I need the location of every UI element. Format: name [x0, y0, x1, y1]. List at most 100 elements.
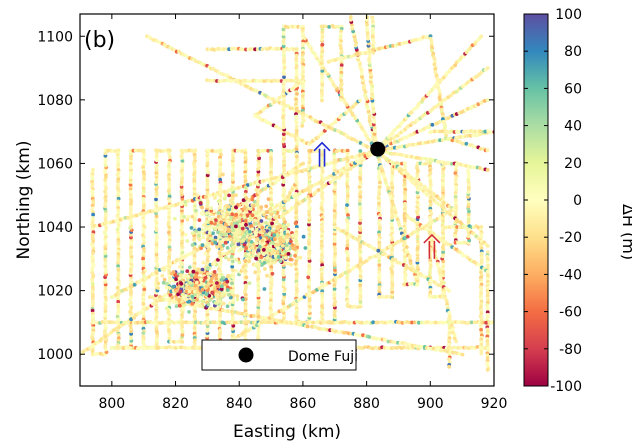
- data-point: [231, 271, 235, 275]
- data-point: [301, 85, 305, 89]
- data-point: [371, 51, 375, 55]
- data-point: [104, 324, 108, 328]
- data-point: [486, 270, 490, 274]
- data-point: [96, 352, 100, 356]
- data-point: [420, 345, 424, 349]
- data-point: [256, 335, 260, 339]
- data-point: [476, 345, 480, 349]
- data-point: [358, 202, 362, 206]
- data-point: [301, 53, 305, 57]
- data-point: [486, 66, 490, 70]
- data-point: [300, 124, 304, 128]
- data-point: [184, 233, 188, 237]
- data-point: [391, 264, 395, 268]
- data-point: [104, 221, 108, 225]
- data-point: [345, 295, 349, 299]
- data-point: [168, 276, 172, 280]
- data-point: [457, 130, 461, 134]
- data-point: [461, 353, 465, 357]
- data-point: [307, 309, 311, 313]
- data-point: [391, 321, 395, 325]
- data-point: [486, 244, 490, 248]
- data-point: [231, 260, 235, 264]
- data-point: [321, 43, 325, 47]
- data-point: [473, 321, 477, 325]
- data-point: [180, 340, 184, 344]
- data-point: [206, 161, 210, 165]
- data-point: [295, 54, 299, 58]
- data-point: [301, 94, 305, 98]
- data-point: [192, 238, 196, 242]
- data-point: [320, 277, 324, 281]
- data-point: [333, 202, 337, 206]
- data-point: [479, 328, 483, 332]
- data-point: [308, 216, 312, 220]
- data-point: [104, 269, 108, 273]
- data-point: [287, 48, 291, 52]
- data-point: [311, 321, 315, 325]
- data-point: [377, 192, 381, 196]
- data-point: [307, 238, 311, 242]
- data-point: [359, 257, 363, 261]
- data-point: [447, 289, 451, 293]
- data-point: [264, 204, 268, 208]
- data-point: [451, 328, 455, 332]
- data-point: [138, 346, 142, 350]
- data-point: [486, 148, 490, 152]
- data-point: [390, 221, 394, 225]
- data-point: [378, 213, 382, 217]
- data-point: [198, 218, 202, 222]
- data-point: [221, 173, 225, 177]
- data-point: [308, 159, 312, 163]
- data-point: [245, 313, 249, 317]
- data-point: [416, 256, 420, 260]
- data-point: [141, 257, 145, 261]
- data-point: [307, 264, 311, 268]
- data-point: [358, 99, 362, 103]
- data-point: [129, 279, 133, 283]
- data-point: [155, 262, 159, 266]
- data-point: [454, 340, 458, 344]
- data-point: [269, 194, 273, 198]
- data-point: [247, 320, 251, 324]
- data-point: [243, 175, 247, 179]
- data-point: [167, 161, 171, 165]
- data-point: [333, 300, 337, 304]
- data-point: [295, 147, 299, 151]
- data-point: [478, 129, 482, 133]
- data-point: [282, 32, 286, 36]
- data-point: [310, 184, 314, 188]
- data-point: [365, 28, 369, 32]
- data-point: [218, 328, 222, 332]
- data-point: [479, 35, 483, 39]
- data-point: [403, 277, 407, 281]
- data-point: [295, 155, 299, 159]
- data-point: [295, 315, 299, 319]
- data-point: [447, 311, 451, 315]
- data-point: [91, 251, 95, 255]
- data-point: [153, 297, 157, 301]
- data-point: [117, 268, 121, 272]
- data-point: [486, 346, 490, 350]
- data-point: [103, 240, 107, 244]
- data-point: [345, 199, 349, 203]
- data-point: [193, 225, 197, 229]
- data-point: [461, 254, 465, 258]
- data-point: [301, 34, 305, 38]
- data-point: [486, 259, 490, 263]
- data-point: [431, 123, 435, 127]
- data-point: [301, 99, 305, 103]
- data-point: [206, 258, 210, 262]
- data-point: [155, 158, 159, 162]
- data-point: [447, 357, 451, 361]
- data-point: [363, 345, 367, 349]
- data-point: [282, 159, 286, 163]
- data-point: [480, 287, 484, 291]
- data-point: [205, 78, 209, 82]
- data-point: [257, 303, 261, 307]
- data-point: [416, 240, 420, 244]
- data-point: [325, 162, 329, 166]
- data-point: [167, 211, 171, 215]
- data-point: [349, 15, 353, 19]
- data-point: [282, 188, 286, 192]
